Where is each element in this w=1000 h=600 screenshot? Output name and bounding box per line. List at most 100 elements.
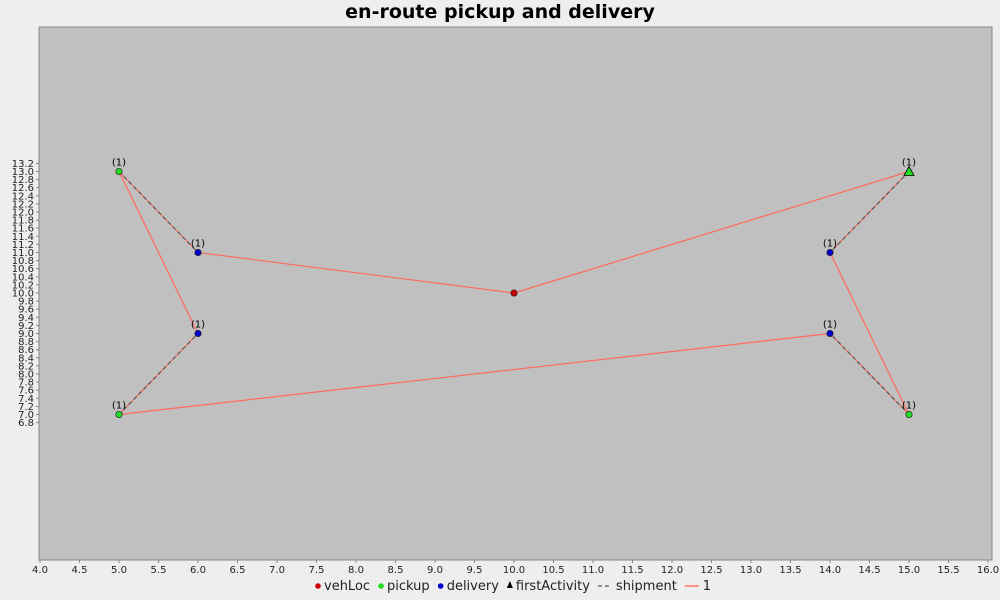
x-tick-label: 12.5 [700,565,722,576]
y-axis: 6.87.07.27.47.67.88.08.28.48.68.89.09.29… [12,27,40,560]
y-tick-label: 7.6 [18,386,34,397]
x-tick-label: 15.0 [898,565,920,576]
y-tick-label: 9.0 [18,329,34,340]
x-tick-label: 15.5 [937,565,959,576]
x-tick-label: 10.5 [542,565,564,576]
y-tick-label: 8.4 [18,353,34,364]
legend-marker [378,583,384,589]
y-tick-label: 8.6 [18,345,34,356]
x-tick-label: 7.5 [309,565,325,576]
route-segment [118,332,831,416]
y-tick-label: 9.2 [18,321,34,332]
x-tick-label: 9.0 [427,565,443,576]
legend-label: firstActivity [516,579,590,594]
y-tick-label: 12.8 [12,175,34,186]
pickup-point [115,167,123,176]
delivery-point [826,248,834,257]
y-tick-label: 9.4 [18,313,34,324]
point-label: (1) [902,158,916,169]
pickup-point [905,410,913,419]
y-tick-label: 12.6 [12,183,34,194]
y-tick-label: 11.2 [12,240,34,251]
legend-label: pickup [387,579,430,594]
legend-marker [315,583,321,589]
x-tick-label: 14.5 [858,565,880,576]
y-tick-label: 6.8 [18,418,34,429]
x-tick-label: 13.5 [779,565,801,576]
x-tick-label: 16.0 [977,565,999,576]
x-tick-label: 8.5 [388,565,404,576]
point-label: (1) [191,239,205,250]
y-tick-label: 9.6 [18,305,34,316]
shipment-line [118,333,199,415]
delivery-point [194,329,202,338]
x-tick-label: 7.0 [269,565,285,576]
route-segment [197,251,515,294]
x-tick-label: 6.0 [190,565,206,576]
y-tick-label: 8.8 [18,337,34,348]
x-tick-label: 10.0 [503,565,525,576]
x-tick-label: 14.0 [819,565,841,576]
y-tick-label: 12.4 [12,191,34,202]
route-segment [829,252,910,415]
x-tick-label: 13.0 [740,565,762,576]
chart-title: en-route pickup and delivery [345,1,655,23]
y-tick-label: 10.0 [12,289,34,300]
point-label: (1) [823,239,837,250]
y-tick-label: 11.0 [12,248,34,259]
x-tick-label: 8.0 [348,565,364,576]
delivery-point [826,329,834,338]
legend-label: shipment [616,579,677,594]
point-label: (1) [823,320,837,331]
x-axis: 4.0 4.5 5.0 5.5 6.0 6.5 7.0 7.5 8.0 8.5 9.0 9.5 10.0… [32,559,999,576]
first-activity-point [903,165,915,176]
legend-label: 1 [703,579,711,594]
legend-label: delivery [447,579,500,594]
y-tick-label: 12.0 [12,208,34,219]
point-label: (1) [902,401,916,412]
route-segment [118,171,199,334]
y-tick-label: 10.4 [12,272,34,283]
y-tick-label: 8.0 [18,370,34,381]
x-tick-label: 6.5 [230,565,246,576]
x-tick-label: 11.0 [582,565,604,576]
y-tick-label: 9.8 [18,297,34,308]
vehicle-location-point [510,289,518,297]
y-tick-label: 13.0 [12,167,34,178]
x-tick-label: 4.0 [32,565,48,576]
y-tick-label: 10.8 [12,256,34,267]
legend-marker [437,583,444,589]
y-tick-label: 11.6 [12,224,34,235]
y-tick-label: 10.6 [12,264,34,275]
y-tick-label: 11.8 [12,216,34,227]
y-tick-label: 11.4 [12,232,34,243]
delivery-point [194,248,202,257]
y-tick-label: 12.2 [12,199,34,210]
y-tick-label: 13.2 [12,159,34,170]
point-label: (1) [112,401,126,412]
pickup-point [115,410,123,419]
x-tick-label: 11.5 [621,565,643,576]
legend-label: vehLoc [324,579,370,594]
point-label: (1) [191,320,205,331]
x-tick-label: 5.0 [111,565,127,576]
y-tick-label: 7.2 [18,402,34,413]
x-tick-label: 12.0 [661,565,683,576]
x-tick-label: 9.5 [467,565,483,576]
y-tick-label: 7.4 [18,394,34,405]
point-layer: (1) (1) (1) (1) (1) (1) (1) (1) [112,158,916,419]
shipment-line [829,171,910,253]
shipment-line [829,333,910,415]
shipment-line [118,171,199,253]
y-tick-label: 10.2 [12,280,34,291]
legend: vehLoc pickup delivery firstActivity shipmen… [315,579,711,594]
y-tick-label: 8.2 [18,361,34,372]
y-tick-label: 7.8 [18,378,34,389]
y-tick-label: 7.0 [18,410,34,421]
legend-marker [506,581,513,588]
route-segment [513,170,910,294]
x-tick-label: 4.5 [72,565,88,576]
x-tick-label: 5.5 [151,565,167,576]
shipment-layer [118,171,910,415]
